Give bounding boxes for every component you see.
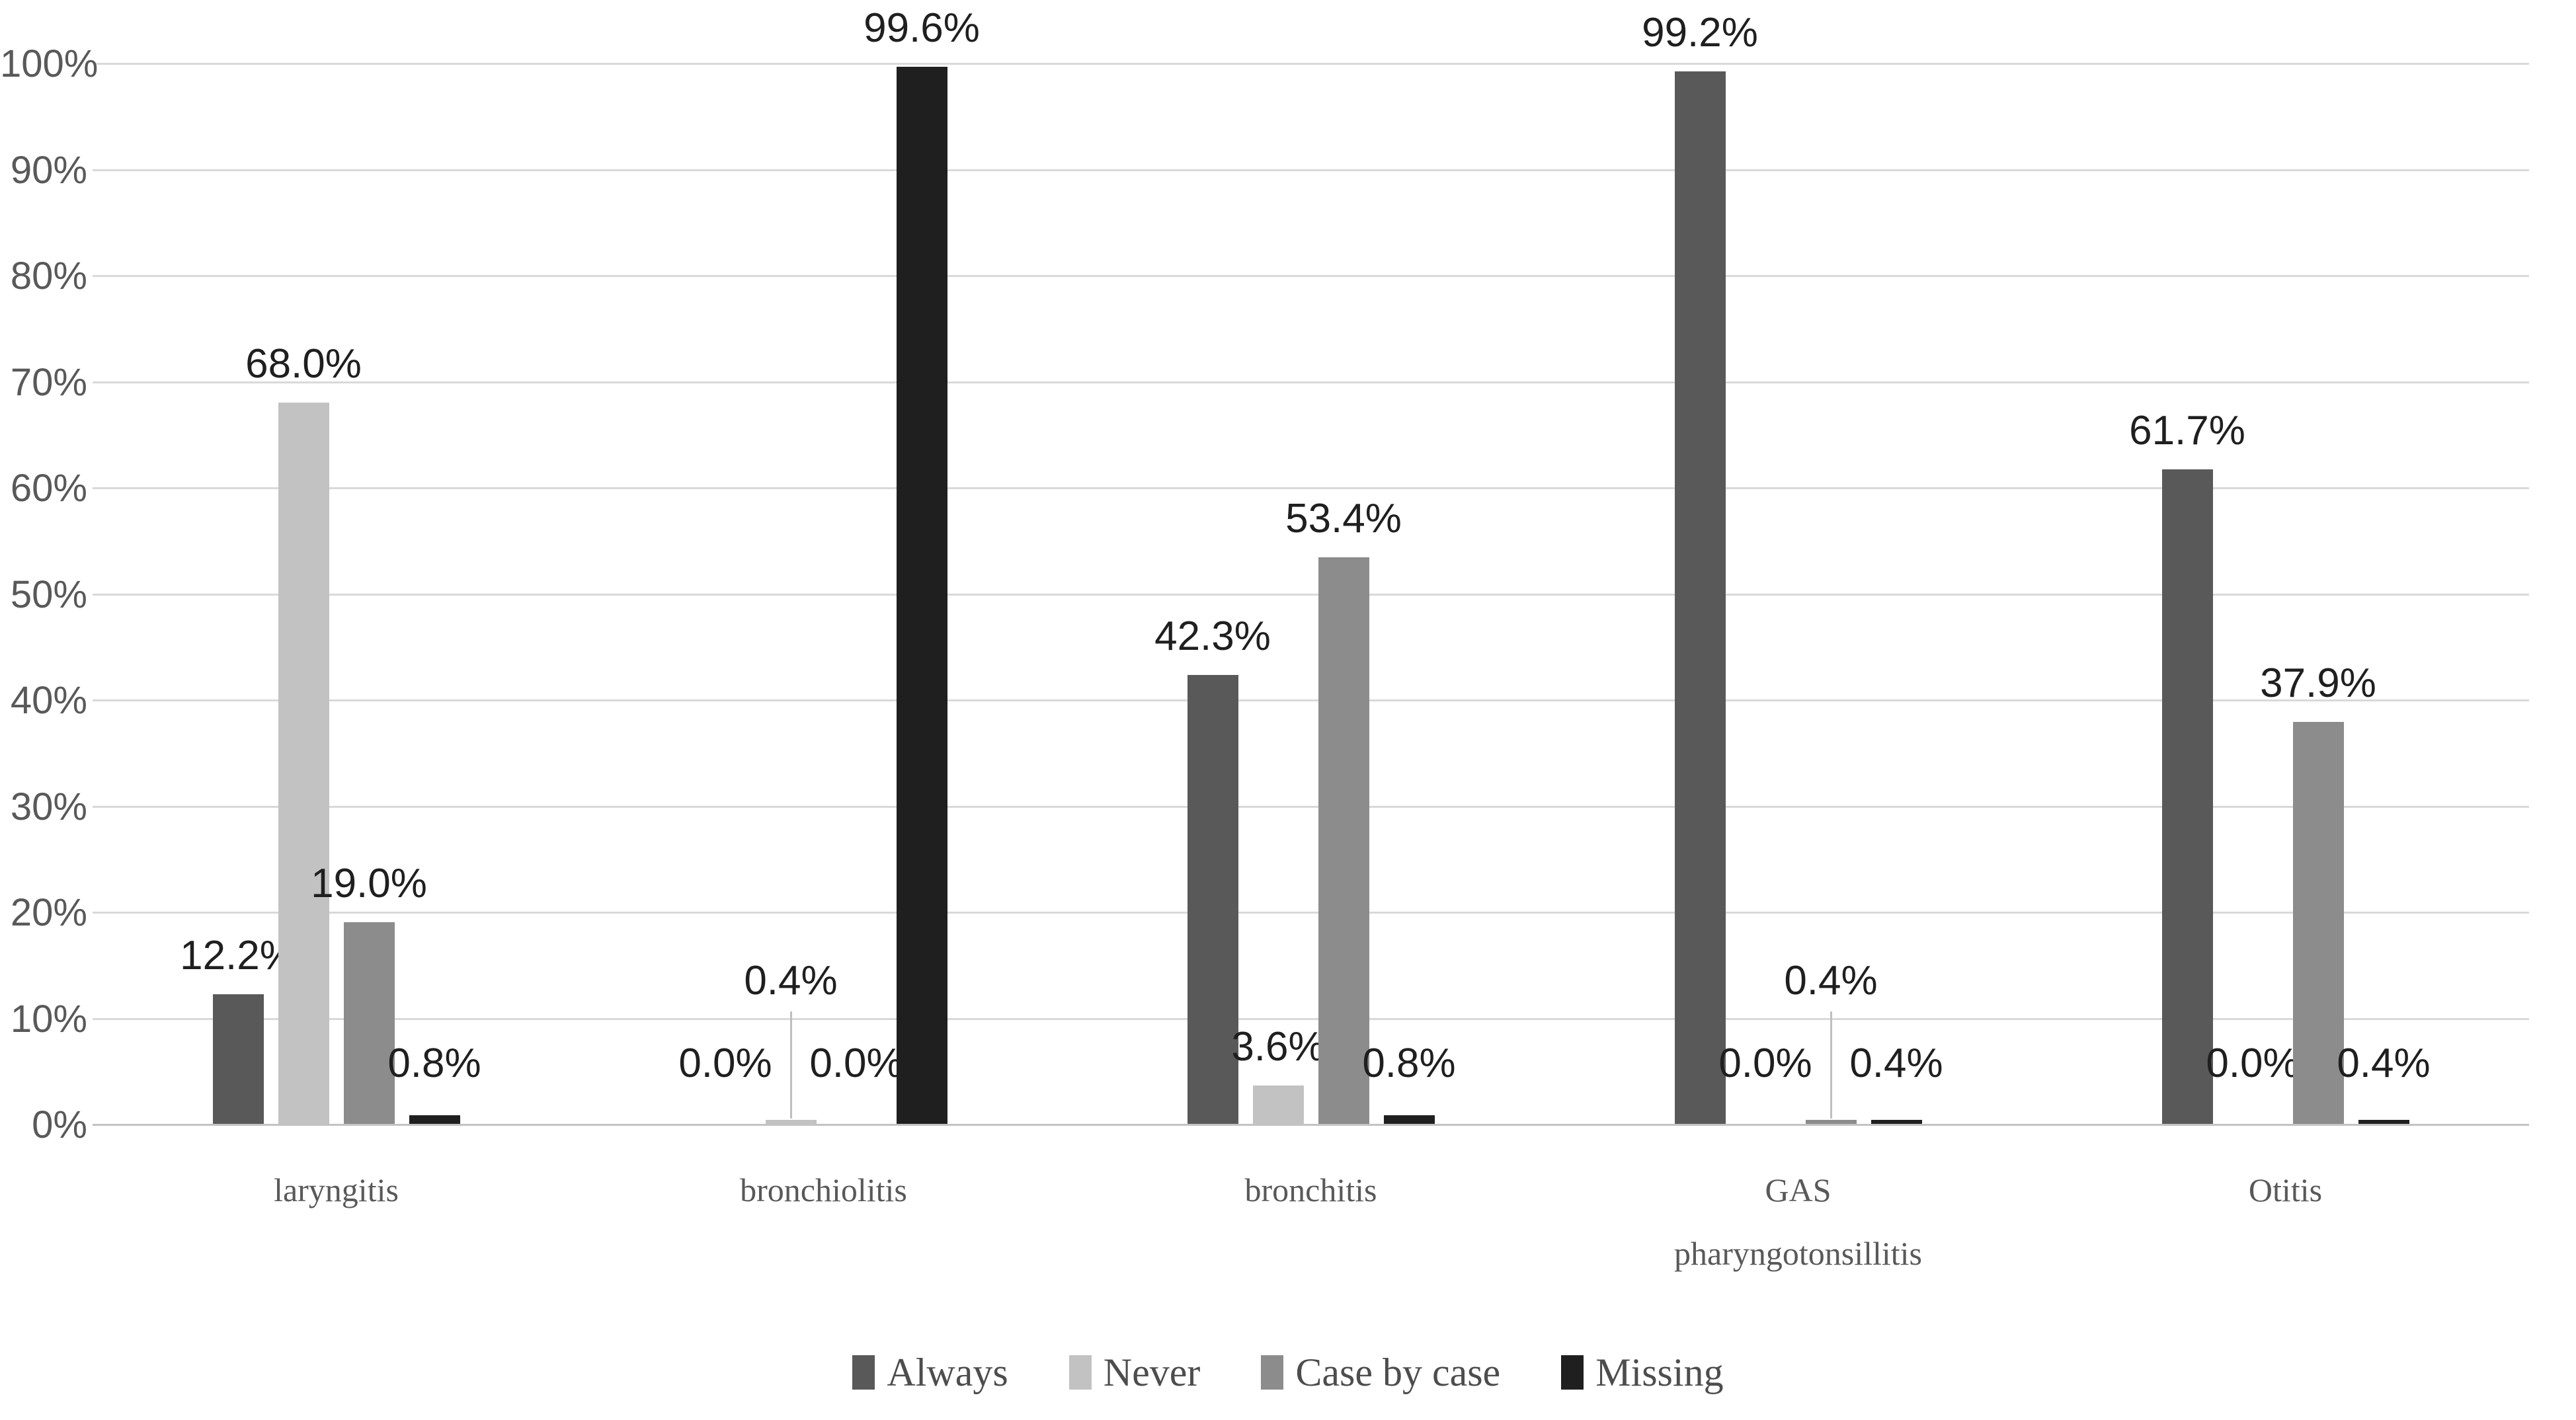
legend-item-case-by-case: Case by case xyxy=(1261,1349,1500,1396)
data-label: 0.4% xyxy=(2337,1041,2431,1086)
data-label: 3.6% xyxy=(1231,1024,1325,1070)
data-label: 0.4% xyxy=(1784,958,1878,1004)
bar-always-laryngitis xyxy=(213,994,264,1124)
y-axis-tick-label: 100% xyxy=(0,42,99,85)
y-axis-tick-label: 90% xyxy=(10,149,87,192)
data-label: 0.4% xyxy=(1849,1041,1943,1086)
bar-always-bronchitis xyxy=(1187,675,1238,1124)
data-label: 61.7% xyxy=(2129,408,2245,454)
bar-never-bronchitis xyxy=(1253,1085,1304,1124)
data-label: 0.0% xyxy=(1718,1041,1812,1086)
y-gridline xyxy=(93,699,2529,701)
data-label: 0.4% xyxy=(744,958,838,1004)
y-axis-tick-label: 50% xyxy=(10,573,87,616)
data-label: 42.3% xyxy=(1154,613,1271,659)
bar-case-by-case-gas-pharyngotonsillitis xyxy=(1806,1120,1857,1124)
bar-case-by-case-laryngitis xyxy=(344,922,395,1124)
y-axis-tick-label: 40% xyxy=(10,679,87,722)
data-label: 37.9% xyxy=(2260,660,2376,706)
data-label: 99.2% xyxy=(1642,10,1758,56)
data-label: 53.4% xyxy=(1285,496,1402,541)
data-label: 19.0% xyxy=(311,861,427,906)
bar-never-bronchiolitis xyxy=(766,1120,817,1124)
y-gridline xyxy=(93,1018,2529,1020)
y-gridline xyxy=(93,487,2529,489)
y-axis-tick-label: 20% xyxy=(10,891,87,934)
y-axis-tick-label: 30% xyxy=(10,785,87,828)
y-gridline xyxy=(93,806,2529,808)
bar-never-laryngitis xyxy=(278,403,329,1124)
y-gridline xyxy=(93,381,2529,383)
data-label: 0.0% xyxy=(2206,1041,2300,1086)
legend: Always Never Case by case Missing xyxy=(0,1349,2576,1396)
category-label-bronchiolitis: bronchiolitis xyxy=(740,1171,907,1208)
legend-swatch-icon xyxy=(1561,1355,1584,1390)
legend-swatch-icon xyxy=(852,1355,875,1390)
legend-label: Always xyxy=(887,1351,1008,1394)
data-label: 0.8% xyxy=(1362,1041,1456,1086)
y-axis-tick-label: 60% xyxy=(10,467,87,510)
data-label: 0.8% xyxy=(387,1041,481,1086)
y-gridline xyxy=(93,63,2529,65)
leader-line xyxy=(1830,1011,1832,1119)
data-label: 0.0% xyxy=(678,1041,772,1086)
category-label-gas-pharyngotonsillitis: GAS pharyngotonsillitis xyxy=(1674,1171,1922,1272)
bar-case-by-case-otitis xyxy=(2293,722,2344,1124)
category-label-otitis: Otitis xyxy=(2248,1171,2323,1208)
x-axis-line xyxy=(93,1124,2529,1126)
bar-always-otitis xyxy=(2162,469,2213,1124)
legend-swatch-icon xyxy=(1261,1355,1284,1390)
y-axis-tick-label: 0% xyxy=(32,1103,87,1146)
y-gridline xyxy=(93,594,2529,596)
y-axis-tick-label: 10% xyxy=(10,998,87,1041)
legend-label: Missing xyxy=(1595,1351,1724,1394)
y-axis-tick-label: 70% xyxy=(10,361,87,404)
bar-missing-gas-pharyngotonsillitis xyxy=(1871,1120,1922,1124)
data-label: 12.2% xyxy=(180,933,296,978)
bar-missing-otitis xyxy=(2358,1120,2409,1124)
legend-label: Case by case xyxy=(1295,1351,1501,1394)
legend-item-always: Always xyxy=(852,1349,1008,1396)
bar-missing-laryngitis xyxy=(409,1115,460,1124)
bar-always-gas-pharyngotonsillitis xyxy=(1675,71,1726,1124)
legend-item-never: Never xyxy=(1068,1349,1201,1396)
data-label: 99.6% xyxy=(864,5,980,51)
bar-missing-bronchiolitis xyxy=(897,67,947,1124)
data-label: 0.0% xyxy=(809,1041,903,1086)
legend-label: Never xyxy=(1103,1351,1201,1394)
y-gridline xyxy=(93,169,2529,171)
category-label-bronchitis: bronchitis xyxy=(1244,1171,1377,1208)
bar-case-by-case-bronchitis xyxy=(1318,557,1369,1124)
y-axis-tick-label: 80% xyxy=(10,255,87,297)
y-gridline xyxy=(93,275,2529,277)
category-label-laryngitis: laryngitis xyxy=(274,1171,399,1208)
y-gridline xyxy=(93,912,2529,914)
legend-swatch-icon xyxy=(1068,1355,1092,1390)
leader-line xyxy=(790,1011,792,1119)
data-label: 68.0% xyxy=(245,341,362,387)
legend-item-missing: Missing xyxy=(1561,1349,1724,1396)
bar-missing-bronchitis xyxy=(1384,1115,1435,1124)
